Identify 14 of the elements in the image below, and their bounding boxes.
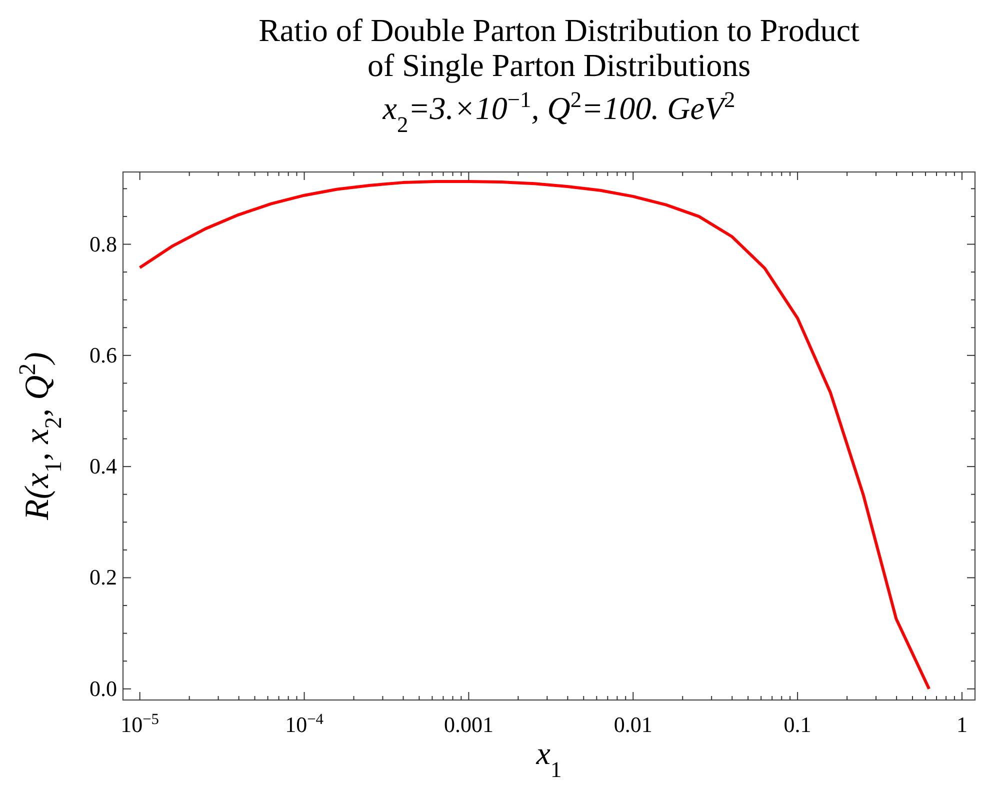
y-tick-label: 0.6	[90, 342, 117, 368]
x-tick-label: 10$^{−4}$	[285, 710, 324, 737]
y-tick-label: 0.8	[90, 231, 117, 256]
x-tick-label: 0.1	[784, 712, 812, 737]
y-tick-label: 0.2	[90, 564, 117, 590]
x-tick-label: 1	[956, 712, 968, 737]
line-series	[138, 180, 931, 690]
y-tick-label: 0.4	[90, 454, 117, 479]
x-tick-label: 0.01	[614, 712, 652, 737]
x-tick-label: 10$^{−5}$	[120, 710, 160, 737]
x-tick-label: 0.001	[444, 712, 494, 737]
y-tick-label: 0.0	[90, 676, 117, 701]
x-axis-title: x$_{1}$	[535, 735, 562, 782]
chart-subtitle: x$_{2}$=3.×10$^{−1}$, Q$^{2}$=100. GeV$^{2}$	[382, 86, 736, 136]
